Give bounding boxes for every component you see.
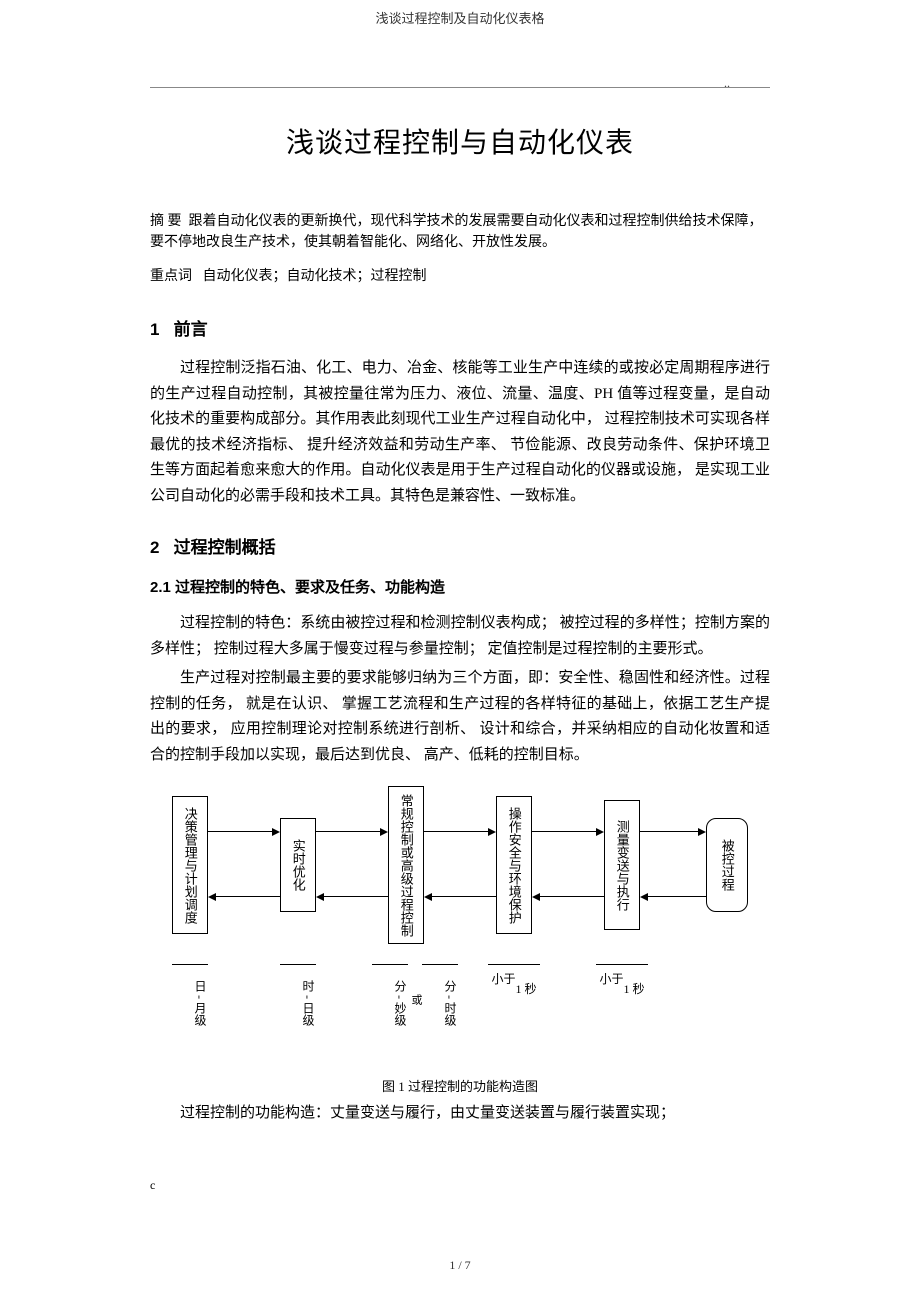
arrow-forward-2 [424,831,488,832]
arrow-forward-head-1 [380,828,388,836]
section-2-para-1: 过程控制的特色：系统由被控过程和检测控制仪表构成； 被控过程的多样性；控制方案的… [150,611,770,662]
header-dots: .. [150,76,770,91]
section-2-para-2: 生产过程对控制最主要的要求能够归纳为三个方面，即：安全性、稳固性和经济性。过程控… [150,666,770,768]
arrow-back-3 [540,896,604,897]
time-label-t3b: 分 - 时级 [422,964,458,1034]
flow-box-b6: 被控过程 [706,818,748,912]
arrow-forward-head-0 [272,828,280,836]
arrow-back-4 [648,896,706,897]
arrow-forward-head-4 [698,828,706,836]
time-label-t5: 小于1 秒 [596,964,648,1034]
flow-box-b3: 常规控制或高级过程控制 [388,786,424,944]
arrow-forward-head-3 [596,828,604,836]
time-label-t1: 日 - 月级 [172,964,208,1034]
subsection-2-1-heading: 2.1 过程控制的特色、要求及任务、功能构造 [150,576,770,597]
keywords-text: 自动化仪表；自动化技术；过程控制 [203,269,427,284]
time-label-t4: 小于1 秒 [488,964,540,1034]
arrow-back-head-2 [424,893,432,901]
section-1-heading: 1 前言 [150,315,770,340]
time-label-t2: 时 - 日级 [280,964,316,1034]
section-1-title: 前言 [174,320,208,339]
flow-box-b4: 操作安全与环境保护 [496,796,532,934]
section-2-num: 2 [150,538,159,557]
abstract-text: 跟着自动化仪表的更新换代，现代科学技术的发展需要自动化仪表和过程控制供给技术保障… [150,214,763,250]
diagram-wrapper: 决策管理与计划调度 实时优化 常规控制或高级过程控制 操作安全与环境保护 测量变送与执行… [150,786,770,1066]
flow-box-b1: 决策管理与计划调度 [172,796,208,934]
time-label-t3a: 分 - 妙级 [372,964,408,1034]
section-2-heading: 2 过程控制概括 [150,533,770,558]
flow-box-b2: 实时优化 [280,818,316,912]
arrow-forward-head-2 [488,828,496,836]
flowchart-diagram: 决策管理与计划调度 实时优化 常规控制或高级过程控制 操作安全与环境保护 测量变送与执行… [150,786,770,1066]
keywords: 重点词 自动化仪表；自动化技术；过程控制 [150,265,770,285]
page-number: 1 / 7 [0,1258,920,1273]
section-1-num: 1 [150,320,159,339]
section-2-title: 过程控制概括 [174,538,276,557]
abstract-label: 摘 要 [150,214,182,229]
document-title: 浅谈过程控制与自动化仪表 [150,121,770,161]
arrow-forward-3 [532,831,596,832]
flow-box-b5: 测量变送与执行 [604,800,640,930]
arrow-back-2 [432,896,496,897]
arrow-forward-1 [316,831,380,832]
after-caption-text: 过程控制的功能构造：丈量变送与履行，由丈量变送装置与履行装置实现； [150,1101,770,1127]
arrow-back-0 [216,896,280,897]
page-header: 浅谈过程控制及自动化仪表格 [0,0,920,27]
or-label: 或 [408,994,424,1005]
arrow-back-head-0 [208,893,216,901]
arrow-back-head-3 [532,893,540,901]
footer-mark: c [150,1178,155,1193]
arrow-back-head-4 [640,893,648,901]
arrow-forward-0 [208,831,272,832]
figure-caption: 图 1 过程控制的功能构造图 [150,1076,770,1095]
arrow-back-head-1 [316,893,324,901]
abstract: 摘 要 跟着自动化仪表的更新换代，现代科学技术的发展需要自动化仪表和过程控制供给… [150,211,770,253]
section-1-para-1: 过程控制泛指石油、化工、电力、冶金、核能等工业生产中连续的或按必定周期程序进行的… [150,356,770,509]
arrow-back-1 [324,896,388,897]
content-area: .. 浅谈过程控制与自动化仪表 摘 要 跟着自动化仪表的更新换代，现代科学技术的… [150,27,770,1127]
keywords-label: 重点词 [150,269,192,284]
arrow-forward-4 [640,831,698,832]
